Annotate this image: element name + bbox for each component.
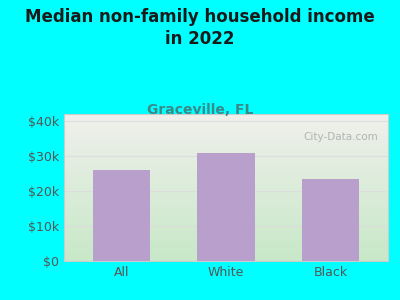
Text: Graceville, FL: Graceville, FL — [147, 103, 253, 118]
Bar — [197, 152, 255, 261]
Text: Median non-family household income
in 2022: Median non-family household income in 20… — [25, 8, 375, 48]
Bar — [302, 179, 359, 261]
Text: City-Data.com: City-Data.com — [304, 132, 378, 142]
Bar — [93, 170, 150, 261]
